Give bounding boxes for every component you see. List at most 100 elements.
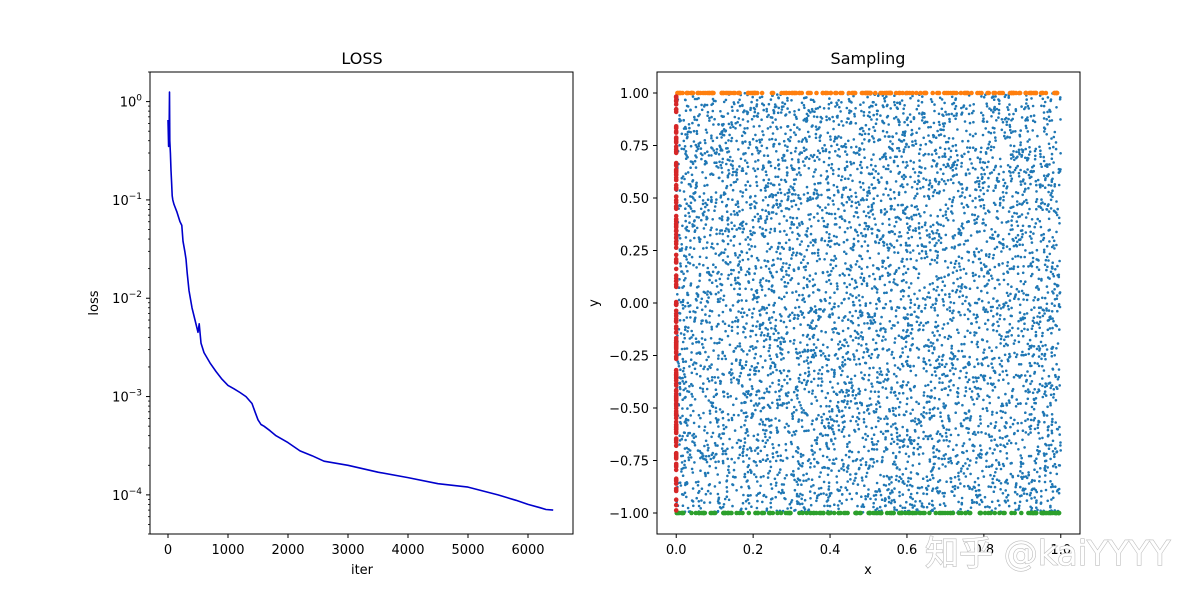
interior-point bbox=[861, 295, 864, 299]
interior-point bbox=[1042, 369, 1046, 372]
interior-point bbox=[731, 475, 735, 479]
interior-point bbox=[912, 446, 916, 450]
interior-point bbox=[946, 393, 950, 397]
interior-point bbox=[937, 457, 941, 460]
interior-point bbox=[963, 394, 967, 398]
interior-point bbox=[717, 425, 720, 428]
interior-point bbox=[778, 389, 781, 393]
interior-point bbox=[906, 267, 910, 271]
interior-point bbox=[771, 401, 774, 405]
interior-point bbox=[875, 291, 879, 294]
interior-point bbox=[815, 499, 818, 503]
interior-point bbox=[865, 282, 869, 285]
interior-point bbox=[935, 299, 938, 302]
interior-point bbox=[840, 217, 844, 221]
interior-point bbox=[790, 220, 794, 224]
interior-point bbox=[1017, 175, 1021, 178]
interior-point bbox=[761, 366, 764, 369]
interior-point bbox=[744, 183, 747, 187]
interior-point bbox=[1033, 388, 1036, 391]
interior-point bbox=[883, 97, 886, 100]
interior-point bbox=[939, 236, 943, 240]
interior-point bbox=[889, 442, 893, 446]
interior-point bbox=[700, 308, 704, 312]
interior-point bbox=[836, 504, 840, 507]
interior-point bbox=[700, 297, 704, 301]
interior-point bbox=[1051, 189, 1054, 192]
interior-point bbox=[678, 144, 681, 147]
interior-point bbox=[719, 437, 723, 440]
interior-point bbox=[829, 135, 832, 138]
interior-point bbox=[1023, 182, 1027, 185]
interior-point bbox=[818, 257, 821, 261]
interior-point bbox=[817, 372, 820, 375]
interior-point bbox=[884, 187, 888, 190]
interior-point bbox=[821, 216, 824, 220]
interior-point bbox=[1006, 482, 1009, 485]
interior-point bbox=[901, 493, 905, 496]
interior-point bbox=[758, 150, 762, 153]
interior-point bbox=[684, 150, 688, 153]
interior-point bbox=[952, 114, 956, 118]
interior-point bbox=[825, 177, 828, 181]
interior-point bbox=[998, 436, 1002, 439]
interior-point bbox=[968, 133, 972, 136]
interior-point bbox=[974, 433, 977, 436]
interior-point bbox=[741, 191, 745, 194]
interior-point bbox=[678, 439, 682, 442]
interior-point bbox=[735, 441, 739, 445]
interior-point bbox=[1005, 123, 1008, 126]
interior-point bbox=[819, 181, 822, 185]
interior-point bbox=[995, 107, 999, 111]
interior-point bbox=[715, 148, 719, 151]
interior-point bbox=[999, 450, 1002, 453]
interior-point bbox=[967, 112, 971, 116]
interior-point bbox=[1036, 178, 1040, 182]
interior-point bbox=[1046, 276, 1050, 279]
interior-point bbox=[965, 295, 968, 299]
interior-point bbox=[714, 460, 717, 464]
interior-point bbox=[950, 351, 953, 354]
interior-point bbox=[848, 99, 851, 103]
interior-point bbox=[710, 226, 713, 230]
interior-point bbox=[968, 464, 971, 467]
interior-point bbox=[708, 309, 712, 313]
interior-point bbox=[758, 327, 762, 331]
interior-point bbox=[697, 500, 701, 503]
interior-point bbox=[893, 337, 897, 340]
interior-point bbox=[777, 331, 780, 335]
interior-point bbox=[1020, 116, 1024, 119]
interior-point bbox=[981, 357, 985, 361]
interior-point bbox=[930, 100, 934, 103]
interior-point bbox=[843, 338, 846, 342]
interior-point bbox=[901, 364, 905, 368]
interior-point bbox=[904, 241, 908, 245]
interior-point bbox=[732, 403, 735, 407]
interior-point bbox=[837, 99, 840, 102]
interior-point bbox=[988, 346, 991, 349]
interior-point bbox=[740, 507, 743, 511]
interior-point bbox=[748, 141, 751, 144]
interior-point bbox=[805, 359, 809, 362]
interior-point bbox=[1026, 130, 1030, 133]
interior-point bbox=[814, 125, 818, 128]
interior-point bbox=[808, 490, 812, 493]
interior-point bbox=[741, 454, 745, 458]
interior-point bbox=[687, 458, 691, 462]
interior-point bbox=[800, 407, 803, 410]
interior-point bbox=[724, 425, 728, 429]
interior-point bbox=[680, 147, 683, 151]
interior-point bbox=[684, 152, 687, 155]
interior-point bbox=[726, 197, 730, 201]
interior-point bbox=[870, 172, 874, 175]
interior-point bbox=[1016, 233, 1020, 237]
interior-point bbox=[765, 306, 769, 310]
interior-point bbox=[910, 218, 914, 221]
interior-point bbox=[871, 443, 875, 446]
interior-point bbox=[974, 489, 978, 493]
interior-point bbox=[976, 477, 980, 480]
interior-point bbox=[972, 380, 975, 384]
interior-point bbox=[743, 441, 747, 444]
interior-point bbox=[856, 332, 860, 336]
interior-point bbox=[716, 509, 720, 513]
